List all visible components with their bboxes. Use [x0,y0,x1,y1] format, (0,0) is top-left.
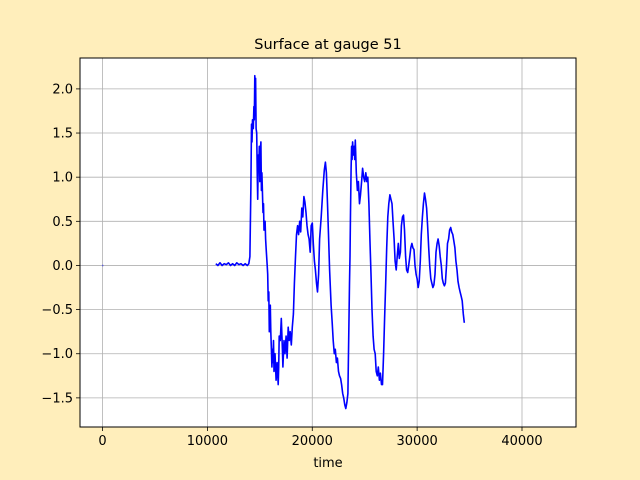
y-tick-label: −1.5 [41,391,73,406]
y-tick-label: 1.0 [52,171,73,186]
plot-frame [79,57,577,428]
series-layer [102,74,466,410]
x-tick-label: 30000 [396,434,437,449]
y-tick-label: −1.0 [41,347,73,362]
x-tick-label: 10000 [187,434,228,449]
x-axis: 0 10000 20000 30000 40000 [98,427,543,449]
y-tick-label: 0.5 [52,215,73,230]
series-line [215,74,466,410]
y-tick-label: 0.0 [52,259,73,274]
y-axis: −1.5 −1.0 −0.5 0.0 0.5 1.0 1.5 2.0 [41,82,80,406]
y-tick-label: 2.0 [52,82,73,97]
x-axis-label: time [313,456,342,471]
x-tick-label: 0 [98,434,106,449]
x-tick-label: 40000 [501,434,542,449]
grid [80,58,576,427]
y-tick-label: −0.5 [41,303,73,318]
chart-title: Surface at gauge 51 [254,37,402,53]
y-tick-label: 1.5 [52,127,73,142]
x-tick-label: 20000 [292,434,333,449]
